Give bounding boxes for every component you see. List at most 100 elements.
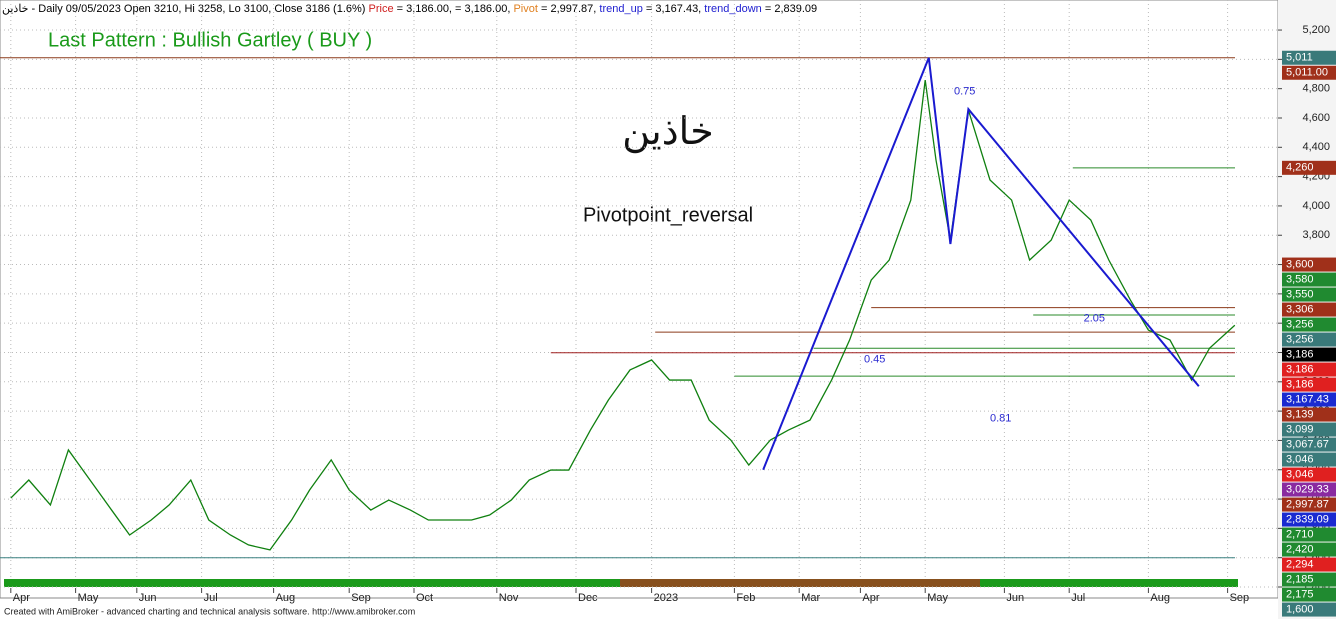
x-tick-label: May <box>927 592 948 604</box>
price-marker-label: 3,600 <box>1286 258 1314 270</box>
x-tick-label: Oct <box>416 592 433 604</box>
price-marker-label: 3,139 <box>1286 408 1314 420</box>
price-marker <box>1282 482 1336 497</box>
price-marker <box>1282 287 1336 302</box>
x-tick-label: Nov <box>499 592 519 604</box>
price-marker-label: 2,294 <box>1286 558 1314 570</box>
price-marker <box>1282 257 1336 272</box>
header-part: خاذین - Daily 09/05/2023 Open 3210, Hi 3… <box>2 3 365 15</box>
price-marker <box>1282 527 1336 542</box>
y-tick-label: 4,400 <box>1302 141 1330 153</box>
header: خاذین - Daily 09/05/2023 Open 3210, Hi 3… <box>2 3 817 15</box>
price-marker-label: 4,260 <box>1286 162 1314 174</box>
y-tick-label: 3,800 <box>1302 229 1330 241</box>
y-tick-label: 5,200 <box>1302 24 1330 36</box>
price-marker <box>1282 587 1336 602</box>
x-tick-label: Mar <box>801 592 820 604</box>
price-marker <box>1282 407 1336 422</box>
header-part: trend_down <box>701 3 762 15</box>
header-part: = 3,186.00, = 3,186.00, <box>394 3 511 15</box>
x-tick-label: Apr <box>13 592 30 604</box>
header-part: = 2,839.09 <box>762 3 817 15</box>
y-tick-label: 4,000 <box>1302 200 1330 212</box>
x-tick-label: May <box>78 592 99 604</box>
price-marker-label: 3,306 <box>1286 303 1314 315</box>
price-line <box>10 79 1236 551</box>
indicator-name: Pivotpoint_reversal <box>583 204 753 226</box>
x-tick-label: Jun <box>139 592 157 604</box>
header-part: = 2,997.87, <box>538 3 596 15</box>
header-part: trend_up <box>596 3 642 15</box>
ratio-label: 2.05 <box>1084 313 1105 325</box>
price-marker <box>1282 332 1336 347</box>
price-marker <box>1282 362 1336 377</box>
header-part: Price <box>365 3 393 15</box>
price-marker-label: 3,580 <box>1286 273 1314 285</box>
price-marker <box>1282 347 1336 362</box>
x-tick-label: Jul <box>1071 592 1085 604</box>
x-tick-label: Jun <box>1006 592 1024 604</box>
x-tick-label: 2023 <box>654 592 678 604</box>
price-marker-label: 3,186 <box>1286 348 1314 360</box>
pattern-title: Last Pattern : Bullish Gartley ( BUY ) <box>48 29 372 51</box>
price-marker-label: 2,710 <box>1286 528 1314 540</box>
ratio-label: 0.81 <box>990 412 1011 424</box>
price-marker-label: 3,046 <box>1286 468 1314 480</box>
price-marker <box>1282 572 1336 587</box>
x-tick-label: Sep <box>1230 592 1250 604</box>
ratio-label: 0.45 <box>864 354 885 366</box>
price-marker-label: 3,046 <box>1286 453 1314 465</box>
price-marker <box>1282 392 1336 407</box>
header-part: Pivot <box>510 3 538 15</box>
pattern-line <box>762 57 1200 471</box>
price-marker <box>1282 437 1336 452</box>
price-marker <box>1282 317 1336 332</box>
price-marker-label: 3,029.33 <box>1286 483 1329 495</box>
header-part: = 3,167.43, <box>643 3 701 15</box>
price-marker-label: 1,600 <box>1286 603 1314 615</box>
x-tick-label: Aug <box>1150 592 1170 604</box>
price-marker-label: 3,256 <box>1286 318 1314 330</box>
ratio-label: 0.75 <box>954 86 975 98</box>
price-marker-label: 5,011.00 <box>1286 67 1328 79</box>
price-marker-label: 3,167.43 <box>1286 393 1329 405</box>
price-marker <box>1282 497 1336 512</box>
x-tick-label: Sep <box>351 592 371 604</box>
price-marker <box>1282 160 1336 175</box>
price-marker <box>1282 557 1336 572</box>
price-marker <box>1282 377 1336 392</box>
price-marker <box>1282 272 1336 287</box>
price-marker <box>1282 65 1336 80</box>
price-marker <box>1282 422 1336 437</box>
price-marker-label: 3,550 <box>1286 288 1314 300</box>
price-marker <box>1282 467 1336 482</box>
price-marker-label: 3,256 <box>1286 333 1314 345</box>
y-tick-label: 4,800 <box>1302 83 1330 95</box>
price-marker-label: 2,420 <box>1286 543 1314 555</box>
price-marker-label: 3,067.67 <box>1286 438 1329 450</box>
price-marker-label: 2,185 <box>1286 573 1314 585</box>
price-marker-label: 3,099 <box>1286 423 1314 435</box>
price-marker-label: 3,186 <box>1286 378 1314 390</box>
footer: Created with AmiBroker - advanced charti… <box>4 606 415 616</box>
price-marker-label: 5,011 <box>1286 52 1313 64</box>
price-marker <box>1282 452 1336 467</box>
x-tick-label: Jul <box>204 592 218 604</box>
volume-strip <box>620 579 980 587</box>
x-tick-label: Feb <box>736 592 755 604</box>
price-marker-label: 2,175 <box>1286 588 1314 600</box>
y-tick-label: 4,600 <box>1302 112 1330 124</box>
x-tick-label: Aug <box>276 592 296 604</box>
price-marker <box>1282 602 1336 617</box>
price-marker-label: 3,186 <box>1286 363 1314 375</box>
x-tick-label: Apr <box>862 592 879 604</box>
plot-frame <box>0 0 1279 599</box>
price-marker-label: 2,839.09 <box>1286 513 1329 525</box>
price-marker <box>1282 50 1336 65</box>
price-marker-label: 2,997.87 <box>1286 498 1329 510</box>
x-tick-label: Dec <box>578 592 598 604</box>
price-marker <box>1282 302 1336 317</box>
price-marker <box>1282 542 1336 557</box>
price-marker <box>1282 512 1336 527</box>
